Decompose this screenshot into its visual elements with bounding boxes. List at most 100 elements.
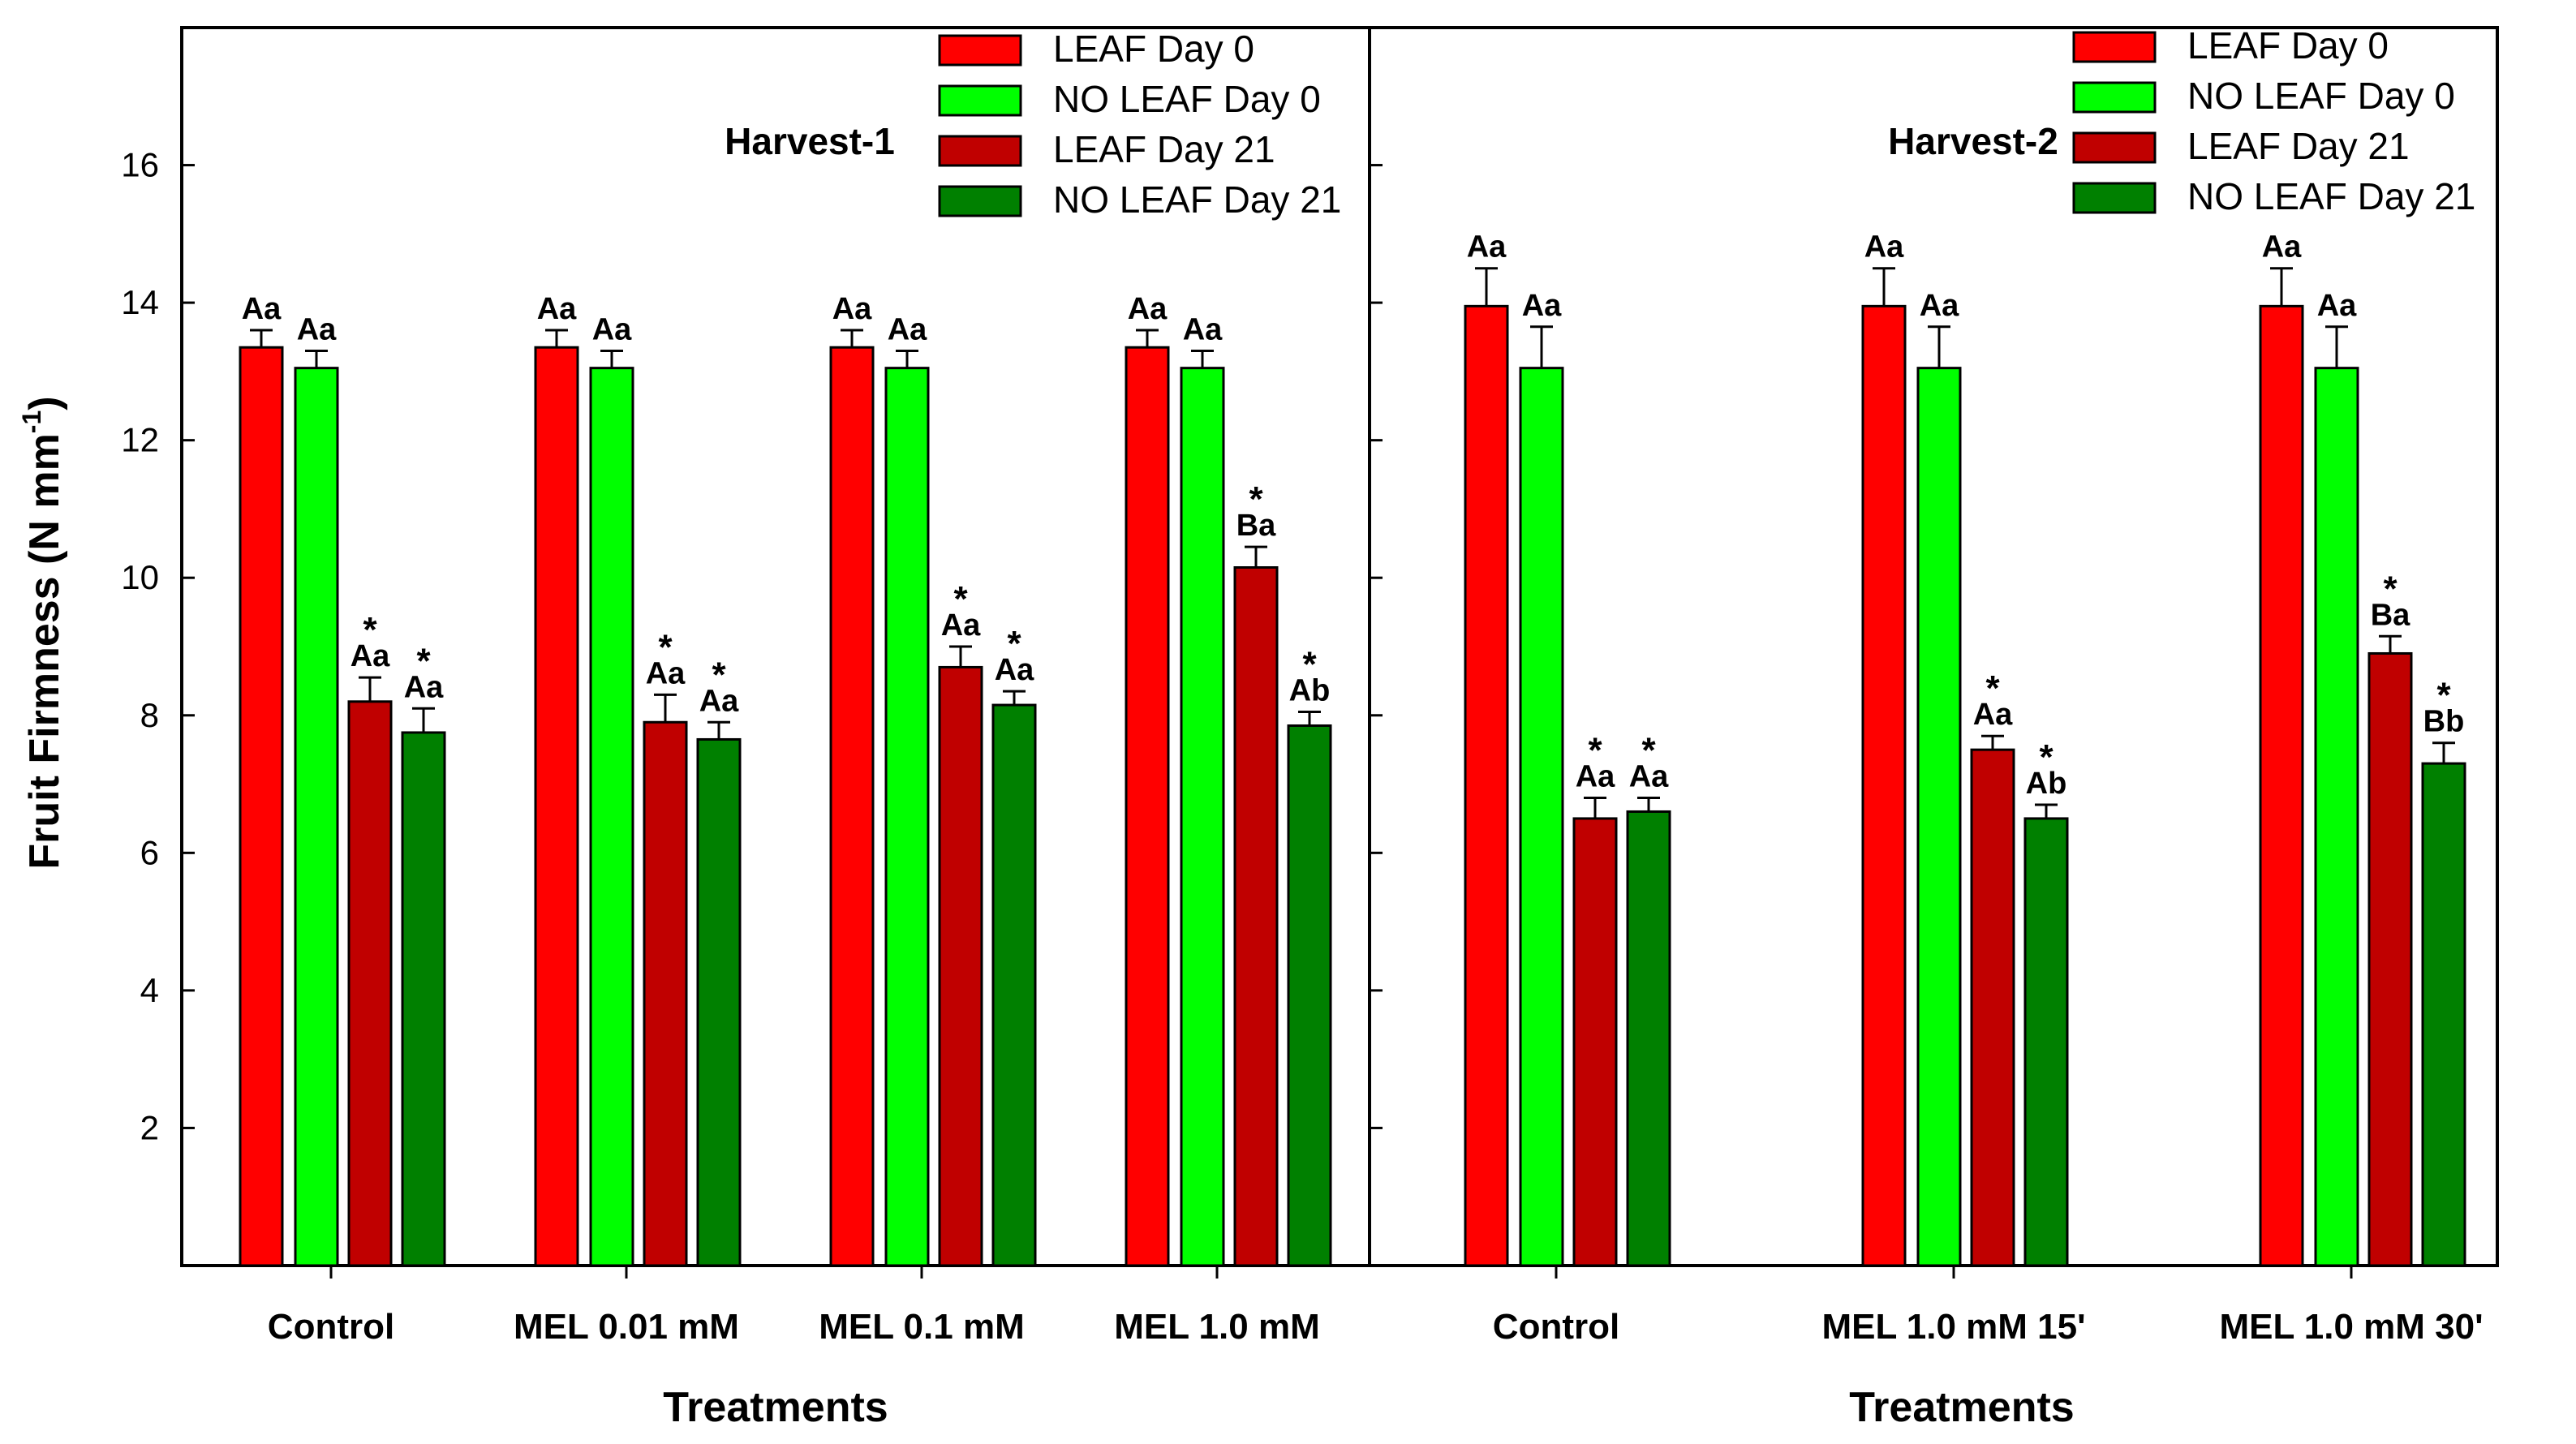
legend-swatch	[2072, 131, 2157, 164]
y-tick-label: 6	[140, 833, 159, 871]
bar	[643, 720, 688, 1267]
significance-label: Aa	[1522, 289, 1562, 323]
significance-star: *	[1985, 668, 2000, 708]
significance-star: *	[1302, 645, 1317, 685]
bar	[2023, 817, 2069, 1267]
significance-label: Aa	[2262, 230, 2302, 264]
significance-label: Bb	[2423, 705, 2465, 739]
bar	[1916, 367, 1962, 1267]
significance-label: Aa	[1629, 760, 1669, 794]
significance-star: *	[712, 655, 726, 694]
x-axis-title-2: Treatments	[1849, 1384, 2074, 1431]
bar	[534, 346, 579, 1267]
significance-star: *	[2436, 676, 2451, 716]
significance-label: Aa	[1128, 292, 1168, 326]
bar	[2259, 304, 2304, 1267]
significance-label: Ab	[2026, 767, 2067, 801]
significance-label: Aa	[1467, 230, 1507, 264]
y-tick-label: 12	[121, 421, 159, 459]
legend-swatch	[2072, 182, 2157, 214]
significance-label: Aa	[1920, 289, 1959, 323]
legend-swatch	[938, 34, 1022, 67]
category-label: MEL 1.0 mM 15'	[1821, 1307, 2085, 1347]
category-label: Control	[268, 1307, 394, 1347]
y-tick-label: 16	[121, 146, 159, 184]
bar	[2314, 367, 2359, 1267]
y-axis-title-close: )	[21, 396, 68, 410]
legend-swatch	[2072, 31, 2157, 63]
bar	[239, 346, 284, 1267]
y-axis-title: Fruit Firmness (N mm-1)	[17, 396, 68, 869]
y-tick-label: 10	[121, 558, 159, 596]
legend-layer: LEAF Day 0 NO LEAF Day 0 LEAF Day 21 NO LEA…	[938, 24, 2475, 221]
significance-label: Aa	[941, 608, 981, 642]
bar	[1861, 304, 1907, 1267]
bar	[696, 737, 742, 1267]
significance-label: Aa	[888, 312, 927, 346]
legend-label: NO LEAF Day 21	[2187, 175, 2475, 217]
significance-label: Ab	[1289, 674, 1331, 708]
legend-swatch	[938, 84, 1022, 117]
y-axis-title-text: Fruit Firmness (N mm	[21, 433, 68, 869]
bar	[347, 700, 393, 1267]
category-label: Control	[1493, 1307, 1619, 1347]
significance-star: *	[416, 641, 431, 681]
significance-label: Aa	[995, 653, 1034, 687]
significance-star: *	[2383, 569, 2398, 608]
legend-label: NO LEAF Day 0	[1053, 78, 1321, 120]
bar	[1519, 367, 1564, 1267]
bar	[938, 665, 983, 1267]
legend-label: LEAF Day 21	[2187, 125, 2410, 167]
significance-label: Aa	[699, 684, 739, 718]
y-tick-label: 8	[140, 696, 159, 734]
bar	[1233, 566, 1279, 1267]
panel-title-2: Harvest-2	[1888, 120, 2058, 162]
legend-swatch	[2072, 81, 2157, 114]
significance-star: *	[1588, 731, 1602, 771]
legend-label: LEAF Day 0	[2187, 24, 2389, 67]
bar	[884, 367, 930, 1267]
bar	[1572, 817, 1618, 1267]
panel-title-1: Harvest-1	[725, 120, 895, 162]
legend-label: NO LEAF Day 21	[1053, 178, 1341, 221]
bar	[991, 703, 1037, 1267]
y-tick-label: 2	[140, 1108, 159, 1146]
bar	[1180, 367, 1225, 1267]
bar	[294, 367, 339, 1267]
significance-label: Aa	[350, 639, 390, 673]
significance-label: Aa	[404, 670, 444, 704]
x-axis-title-1: Treatments	[663, 1384, 888, 1431]
significance-star: *	[363, 610, 377, 650]
significance-label: Aa	[592, 312, 632, 346]
significance-star: *	[1249, 479, 1263, 519]
bar	[1125, 346, 1170, 1267]
significance-label: Aa	[1864, 230, 1904, 264]
significance-label: Aa	[242, 292, 282, 326]
bars-layer	[239, 267, 2466, 1267]
legend-label: LEAF Day 21	[1053, 128, 1275, 170]
significance-star: *	[2039, 737, 2053, 777]
category-label: MEL 0.01 mM	[514, 1307, 739, 1347]
category-label: MEL 0.1 mM	[819, 1307, 1024, 1347]
category-label: MEL 1.0 mM	[1114, 1307, 1319, 1347]
legend-swatch	[938, 185, 1022, 217]
significance-label: Ba	[2371, 598, 2410, 632]
legend-label: NO LEAF Day 0	[2187, 75, 2455, 117]
significance-star: *	[953, 579, 968, 619]
bar	[829, 346, 875, 1267]
bar	[1464, 304, 1509, 1267]
significance-star: *	[1641, 731, 1656, 771]
y-tick-label: 4	[140, 971, 159, 1009]
bar	[1970, 748, 2015, 1267]
bar	[1287, 724, 1332, 1267]
y-tick-label: 14	[121, 283, 159, 321]
significance-label: Aa	[1576, 760, 1615, 794]
bar	[2367, 651, 2413, 1267]
category-label: MEL 1.0 mM 30'	[2219, 1307, 2483, 1347]
bar	[401, 731, 446, 1267]
significance-label: Ba	[1236, 509, 1276, 543]
significance-label: Aa	[2317, 289, 2357, 323]
significance-star: *	[1007, 624, 1021, 664]
legend-swatch	[938, 135, 1022, 167]
